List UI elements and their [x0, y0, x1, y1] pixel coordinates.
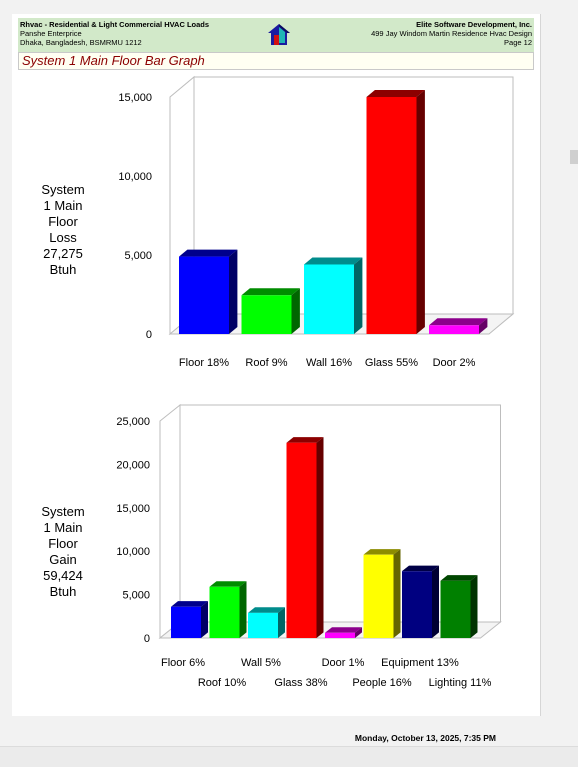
- header-vendor: Elite Software Development, Inc.: [416, 20, 532, 29]
- loss-y-tick-label: 15,000: [118, 92, 152, 104]
- loss-bar-side: [229, 249, 238, 334]
- gain-chart-group: 25,000 20,000 15,000 10,000 5,000 0 Floor 6% Ro…: [116, 403, 502, 689]
- loss-side-label: System 1 Main Floor Loss 27,275 Btuh: [28, 182, 98, 278]
- gain-bar-side: [432, 565, 439, 638]
- gain-bar-side: [239, 581, 247, 638]
- loss-bar-1: [241, 295, 292, 334]
- gain-bar-side: [201, 601, 208, 638]
- gain-bar-top: [209, 581, 247, 587]
- loss-chart-group: 15,000 10,000 5,000 0 Floor 18% Roof 9% Wall 1…: [118, 75, 515, 369]
- header-company: Panshe Enterprice: [20, 29, 82, 38]
- report-header: Rhvac - Residential & Light Commercial H…: [18, 18, 534, 52]
- loss-bar-0: [179, 256, 229, 334]
- gain-bar-7: [440, 580, 471, 638]
- gain-label-line: System: [41, 504, 85, 519]
- gain-bar-top: [440, 575, 478, 581]
- gain-y-tick-label: 20,000: [116, 459, 150, 471]
- gain-bar-top: [286, 437, 324, 443]
- loss-bar-chart: 15,000 10,000 5,000 0 Floor 18% Roof 9% Wall 1…: [116, 75, 515, 689]
- gain-label-line: Floor: [48, 536, 78, 551]
- loss-x-tick-label: Floor 18%: [179, 357, 229, 369]
- gain-bar-3: [286, 442, 317, 638]
- loss-bar-side: [354, 257, 363, 334]
- gain-bar-side: [355, 627, 362, 638]
- loss-x-tick-label: Roof 9%: [245, 357, 287, 369]
- gain-label-line: 1 Main: [43, 520, 83, 535]
- gain-y-tick-label: 10,000: [116, 546, 150, 558]
- loss-label-line: Floor: [48, 214, 78, 229]
- loss-label-unit: Btuh: [49, 262, 77, 277]
- horizontal-scrollbar[interactable]: [0, 746, 578, 767]
- gain-y-tick-label: 15,000: [116, 503, 150, 515]
- gain-y-tick-label: 0: [144, 633, 150, 645]
- gain-bar-2: [248, 612, 278, 638]
- loss-bar-top: [429, 318, 488, 326]
- gain-label-unit: Btuh: [49, 584, 77, 599]
- header-page-number: Page 12: [504, 38, 532, 47]
- gain-x-tick-label: Door 1%: [322, 657, 365, 669]
- loss-label-line: Loss: [49, 230, 77, 245]
- gain-bar-top: [325, 627, 362, 633]
- gain-bar-1: [209, 586, 240, 638]
- gain-total-value: 59,424: [43, 568, 83, 583]
- loss-y-tick-label: 10,000: [118, 171, 152, 183]
- gain-bar-side: [470, 575, 478, 638]
- gain-side-label: System 1 Main Floor Gain 59,424 Btuh: [28, 504, 98, 600]
- header-address: Dhaka, Bangladesh, BSMRMU 1212: [20, 38, 142, 47]
- footer-timestamp: Monday, October 13, 2025, 7:35 PM: [354, 733, 496, 743]
- gain-x-tick-label: Wall 5%: [241, 657, 281, 669]
- gain-bar-side: [316, 437, 324, 638]
- loss-bar-4: [429, 325, 479, 334]
- gain-x-tick-label: Roof 10%: [198, 677, 247, 689]
- gain-x-tick-label: Glass 38%: [274, 677, 327, 689]
- loss-bar-side: [291, 288, 300, 334]
- gain-bar-top: [171, 601, 208, 607]
- gain-y-tick-label: 25,000: [116, 416, 150, 428]
- gain-bar-top: [248, 607, 285, 613]
- gain-bar-top: [402, 565, 439, 572]
- loss-bar-side: [416, 90, 425, 334]
- house-logo-icon: [268, 24, 290, 45]
- gain-bar-top: [363, 549, 401, 555]
- loss-total-value: 27,275: [43, 246, 83, 261]
- gain-y-tick-label: 5,000: [122, 590, 150, 602]
- gain-label-line: Gain: [49, 552, 77, 567]
- loss-bar-2: [304, 264, 354, 334]
- loss-bar-top: [241, 288, 300, 296]
- loss-bar-3: [366, 97, 417, 334]
- loss-label-line: 1 Main: [43, 198, 83, 213]
- header-app-name: Rhvac - Residential & Light Commercial H…: [20, 20, 210, 29]
- gain-x-tick-label: Floor 6%: [161, 657, 205, 669]
- page-title-bar: System 1 Main Floor Bar Graph: [18, 52, 534, 70]
- loss-x-tick-label: Glass 55%: [365, 357, 418, 369]
- gain-bar-6: [402, 571, 432, 638]
- loss-x-tick-label: Door 2%: [433, 357, 476, 369]
- gain-bar-side: [393, 549, 401, 638]
- gain-x-tick-label: Equipment 13%: [381, 657, 459, 669]
- loss-x-tick-label: Wall 16%: [306, 357, 352, 369]
- gain-bar-4: [325, 632, 355, 638]
- loss-bar-top: [304, 257, 363, 265]
- header-project: 499 Jay Windom Martin Residence Hvac Des…: [371, 29, 532, 38]
- report-page: Rhvac - Residential & Light Commercial H…: [12, 14, 541, 743]
- gain-x-tick-label: Lighting 11%: [429, 677, 492, 689]
- loss-y-tick-label: 5,000: [124, 250, 152, 262]
- gain-bar-0: [171, 606, 201, 638]
- gain-x-tick-label: People 16%: [352, 677, 412, 689]
- page-title: System 1 Main Floor Bar Graph: [22, 53, 205, 68]
- loss-y-tick-label: 0: [146, 329, 152, 341]
- gain-bar-5: [363, 554, 394, 638]
- loss-bar-top: [366, 90, 425, 97]
- loss-bar-top: [179, 249, 238, 257]
- loss-label-line: System: [41, 182, 85, 197]
- loss-bar-side: [479, 318, 488, 334]
- vertical-scrollbar-thumb[interactable]: [570, 150, 578, 164]
- gain-bar-side: [278, 607, 285, 638]
